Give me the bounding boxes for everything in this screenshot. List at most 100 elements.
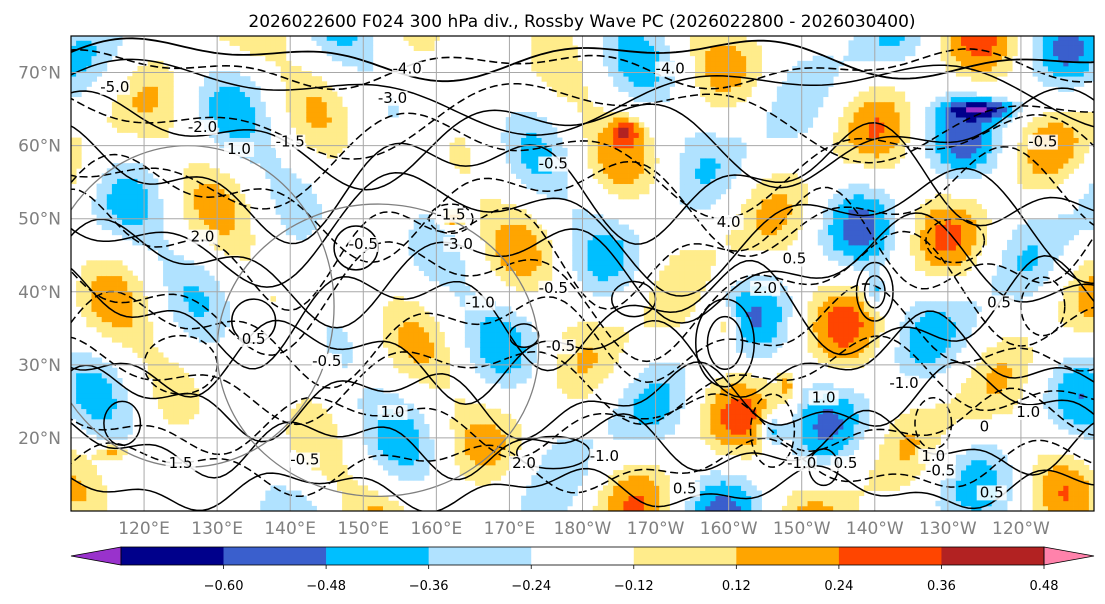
- shade-cell: [582, 357, 589, 364]
- shade-cell: [260, 137, 266, 144]
- shade-cell: [582, 454, 589, 461]
- shade-cell: [531, 168, 537, 174]
- shade-cell: [142, 101, 149, 108]
- shade-cell: [388, 331, 394, 338]
- shade-cell: [572, 464, 578, 471]
- shade-cell: [623, 255, 629, 261]
- shade-cell: [122, 306, 128, 312]
- shade-cell: [413, 413, 420, 420]
- shade-cell: [96, 316, 103, 323]
- shade-cell: [572, 459, 578, 466]
- shade-cell: [464, 454, 471, 461]
- shade-cell: [357, 45, 363, 52]
- shade-cell: [705, 398, 711, 404]
- shade-cell: [643, 480, 650, 486]
- shade-cell: [413, 408, 420, 415]
- shade-cell: [418, 337, 425, 343]
- shade-cell: [76, 464, 82, 471]
- shade-cell: [469, 439, 476, 445]
- shade-cell: [193, 285, 200, 292]
- shade-cell: [71, 505, 77, 511]
- shade-cell: [76, 55, 82, 62]
- shade-cell: [618, 137, 624, 144]
- shade-cell: [306, 204, 312, 210]
- shade-cell: [362, 50, 369, 57]
- shade-cell: [613, 485, 619, 491]
- shade-cell: [106, 209, 113, 215]
- shade-cell: [613, 36, 619, 41]
- shade-cell: [403, 424, 409, 430]
- shade-cell: [623, 505, 629, 511]
- shade-cell: [265, 137, 271, 144]
- shade-cell: [117, 112, 123, 118]
- shade-cell: [526, 362, 532, 369]
- shade-cell: [480, 224, 486, 231]
- shade-cell: [311, 449, 317, 456]
- shade-cell: [628, 168, 635, 174]
- shade-cell: [648, 173, 655, 179]
- shade-cell: [301, 434, 307, 440]
- shade-cell: [597, 291, 604, 297]
- shade-cell: [628, 163, 635, 169]
- shade-cell: [122, 198, 128, 205]
- shade-cell: [290, 229, 297, 236]
- shade-cell: [562, 444, 568, 451]
- shade-cell: [239, 137, 246, 144]
- shade-cell: [260, 106, 266, 113]
- shade-cell: [582, 347, 589, 353]
- shade-cell: [475, 403, 481, 410]
- shade-cell: [531, 224, 537, 231]
- shade-cell: [183, 193, 190, 200]
- shade-cell: [633, 245, 640, 251]
- shade-cell: [638, 36, 645, 41]
- shade-cell: [209, 209, 215, 215]
- shade-cell: [357, 403, 363, 410]
- shade-cell: [623, 245, 629, 251]
- shade-cell: [398, 331, 404, 338]
- shade-cell: [648, 403, 655, 410]
- shade-cell: [316, 36, 323, 41]
- shade-cell: [510, 331, 517, 338]
- shade-cell: [556, 480, 563, 486]
- shade-cell: [209, 81, 215, 87]
- shade-cell: [500, 219, 507, 225]
- shade-cell: [710, 444, 716, 451]
- shade-cell: [372, 408, 379, 415]
- shade-cell: [710, 439, 716, 445]
- shade-cell: [715, 193, 722, 200]
- shade-cell: [234, 204, 241, 210]
- shade-cell: [106, 388, 113, 394]
- shade-cell: [229, 127, 236, 133]
- shade-cell: [147, 188, 154, 195]
- shade-cell: [648, 362, 655, 369]
- shade-cell: [710, 260, 716, 266]
- shade-cell: [229, 219, 236, 225]
- shade-cell: [700, 137, 706, 144]
- shade-cell: [480, 342, 486, 348]
- shade-cell: [137, 219, 144, 225]
- shade-cell: [434, 36, 440, 41]
- shade-cell: [423, 362, 430, 369]
- shade-cell: [198, 112, 205, 118]
- shade-cell: [142, 112, 149, 118]
- shade-cell: [173, 296, 179, 302]
- shade-cell: [290, 188, 297, 195]
- shade-cell: [96, 219, 103, 225]
- shade-cell: [531, 331, 537, 338]
- shade-cell: [388, 449, 394, 456]
- shade-cell: [618, 429, 624, 435]
- shade-cell: [521, 137, 527, 144]
- shade-cell: [152, 112, 159, 118]
- shade-cell: [418, 234, 425, 241]
- shade-cell: [326, 122, 333, 128]
- shade-cell: [633, 260, 640, 266]
- shade-cell: [510, 209, 517, 215]
- shade-cell: [157, 245, 164, 251]
- shade-cell: [408, 372, 415, 379]
- shade-cell: [700, 193, 706, 200]
- shade-cell: [521, 255, 527, 261]
- shade-cell: [526, 265, 532, 271]
- shade-cell: [608, 337, 614, 343]
- shade-cell: [413, 301, 420, 307]
